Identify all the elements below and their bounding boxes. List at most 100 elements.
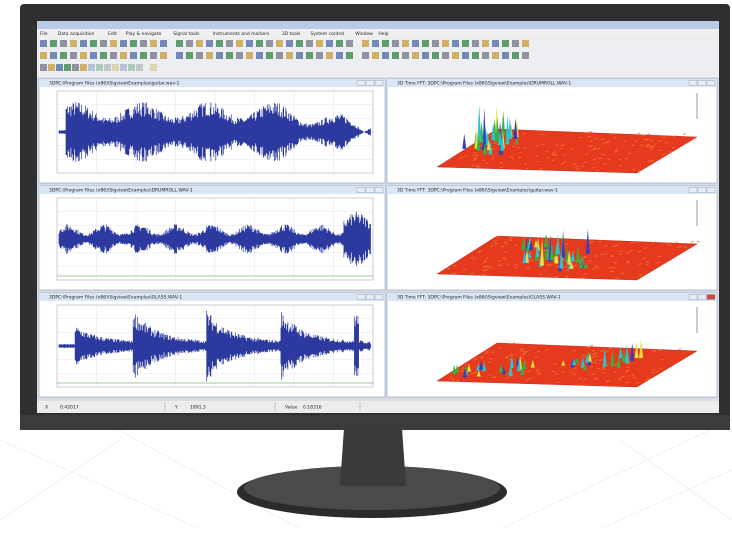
toolbar-button[interactable] <box>196 52 203 59</box>
window-button[interactable] <box>374 294 384 300</box>
toolbar-button[interactable] <box>236 40 243 47</box>
toolbar-button[interactable] <box>40 40 47 47</box>
toolbar-button[interactable] <box>296 40 303 47</box>
toolbar-button[interactable] <box>346 52 353 59</box>
toolbar-button[interactable] <box>206 40 213 47</box>
toolbar-button[interactable] <box>402 40 409 47</box>
window-button[interactable] <box>688 187 698 193</box>
toolbar-button[interactable] <box>196 40 203 47</box>
toolbar-button[interactable] <box>120 64 127 71</box>
toolbar-button[interactable] <box>48 64 55 71</box>
toolbar-button[interactable] <box>100 52 107 59</box>
toolbar-button[interactable] <box>216 40 223 47</box>
toolbar-button[interactable] <box>100 40 107 47</box>
toolbar-button[interactable] <box>150 52 157 59</box>
toolbar-button[interactable] <box>160 40 167 47</box>
toolbar-button[interactable] <box>512 52 519 59</box>
toolbar-button[interactable] <box>362 40 369 47</box>
toolbar-button[interactable] <box>336 40 343 47</box>
toolbar-button[interactable] <box>256 52 263 59</box>
toolbar-button[interactable] <box>130 40 137 47</box>
window-button[interactable] <box>697 187 707 193</box>
toolbar-button[interactable] <box>372 52 379 59</box>
toolbar-button[interactable] <box>60 40 67 47</box>
window-button[interactable] <box>356 294 366 300</box>
toolbar-button[interactable] <box>522 40 529 47</box>
toolbar-button[interactable] <box>104 64 111 71</box>
toolbar-button[interactable] <box>492 52 499 59</box>
toolbar-button[interactable] <box>452 40 459 47</box>
toolbar-button[interactable] <box>64 64 71 71</box>
toolbar-button[interactable] <box>176 40 183 47</box>
toolbar-button[interactable] <box>70 40 77 47</box>
toolbar-button[interactable] <box>402 52 409 59</box>
toolbar-button[interactable] <box>502 52 509 59</box>
toolbar-button[interactable] <box>382 52 389 59</box>
toolbar-button[interactable] <box>70 52 77 59</box>
toolbar-button[interactable] <box>482 52 489 59</box>
toolbar-button[interactable] <box>90 52 97 59</box>
window-button[interactable] <box>706 80 716 86</box>
toolbar-button[interactable] <box>120 52 127 59</box>
toolbar-button[interactable] <box>306 52 313 59</box>
toolbar-button[interactable] <box>112 64 119 71</box>
toolbar-button[interactable] <box>160 52 167 59</box>
toolbar-button[interactable] <box>72 64 79 71</box>
toolbar-button[interactable] <box>96 64 103 71</box>
toolbar-button[interactable] <box>56 64 63 71</box>
menu-item[interactable]: Data acquisition <box>58 31 95 37</box>
window-button[interactable] <box>706 294 716 300</box>
toolbar-button[interactable] <box>236 52 243 59</box>
menu-item[interactable]: Window <box>355 31 373 37</box>
menu-item[interactable]: Signal tools <box>173 31 200 37</box>
toolbar-button[interactable] <box>472 52 479 59</box>
toolbar-button[interactable] <box>522 52 529 59</box>
toolbar-button[interactable] <box>412 52 419 59</box>
toolbar-button[interactable] <box>306 40 313 47</box>
toolbar-button[interactable] <box>136 64 143 71</box>
toolbar-button[interactable] <box>50 52 57 59</box>
toolbar-button[interactable] <box>88 64 95 71</box>
window-button[interactable] <box>356 80 366 86</box>
toolbar-button[interactable] <box>432 40 439 47</box>
window-button[interactable] <box>688 294 698 300</box>
toolbar-button[interactable] <box>286 40 293 47</box>
toolbar-button[interactable] <box>60 52 67 59</box>
toolbar-button[interactable] <box>206 52 213 59</box>
window-button[interactable] <box>374 80 384 86</box>
toolbar-button[interactable] <box>502 40 509 47</box>
toolbar-button[interactable] <box>120 40 127 47</box>
toolbar-button[interactable] <box>442 52 449 59</box>
toolbar-button[interactable] <box>296 52 303 59</box>
toolbar-button[interactable] <box>472 40 479 47</box>
toolbar-button[interactable] <box>336 52 343 59</box>
toolbar-button[interactable] <box>130 52 137 59</box>
toolbar-button[interactable] <box>462 40 469 47</box>
menu-item[interactable]: System control <box>310 31 344 37</box>
window-button[interactable] <box>697 80 707 86</box>
toolbar-button[interactable] <box>80 52 87 59</box>
toolbar-button[interactable] <box>276 40 283 47</box>
toolbar-button[interactable] <box>266 52 273 59</box>
menu-item[interactable]: Help <box>378 31 388 37</box>
toolbar-button[interactable] <box>80 64 87 71</box>
window-button[interactable] <box>365 80 375 86</box>
toolbar-button[interactable] <box>140 40 147 47</box>
toolbar-button[interactable] <box>110 40 117 47</box>
menu-item[interactable]: Instruments and markers <box>213 31 270 37</box>
window-button[interactable] <box>374 187 384 193</box>
toolbar-button[interactable] <box>492 40 499 47</box>
toolbar-button[interactable] <box>372 40 379 47</box>
toolbar-button[interactable] <box>326 52 333 59</box>
toolbar-button[interactable] <box>140 52 147 59</box>
toolbar-button[interactable] <box>246 52 253 59</box>
toolbar-button[interactable] <box>216 52 223 59</box>
toolbar-button[interactable] <box>256 40 263 47</box>
toolbar-button[interactable] <box>392 40 399 47</box>
window-button[interactable] <box>365 187 375 193</box>
toolbar-button[interactable] <box>432 52 439 59</box>
menu-item[interactable]: 3D tools <box>282 31 301 37</box>
window-button[interactable] <box>356 187 366 193</box>
menu-item[interactable]: Edit <box>108 31 117 37</box>
toolbar-button[interactable] <box>316 52 323 59</box>
